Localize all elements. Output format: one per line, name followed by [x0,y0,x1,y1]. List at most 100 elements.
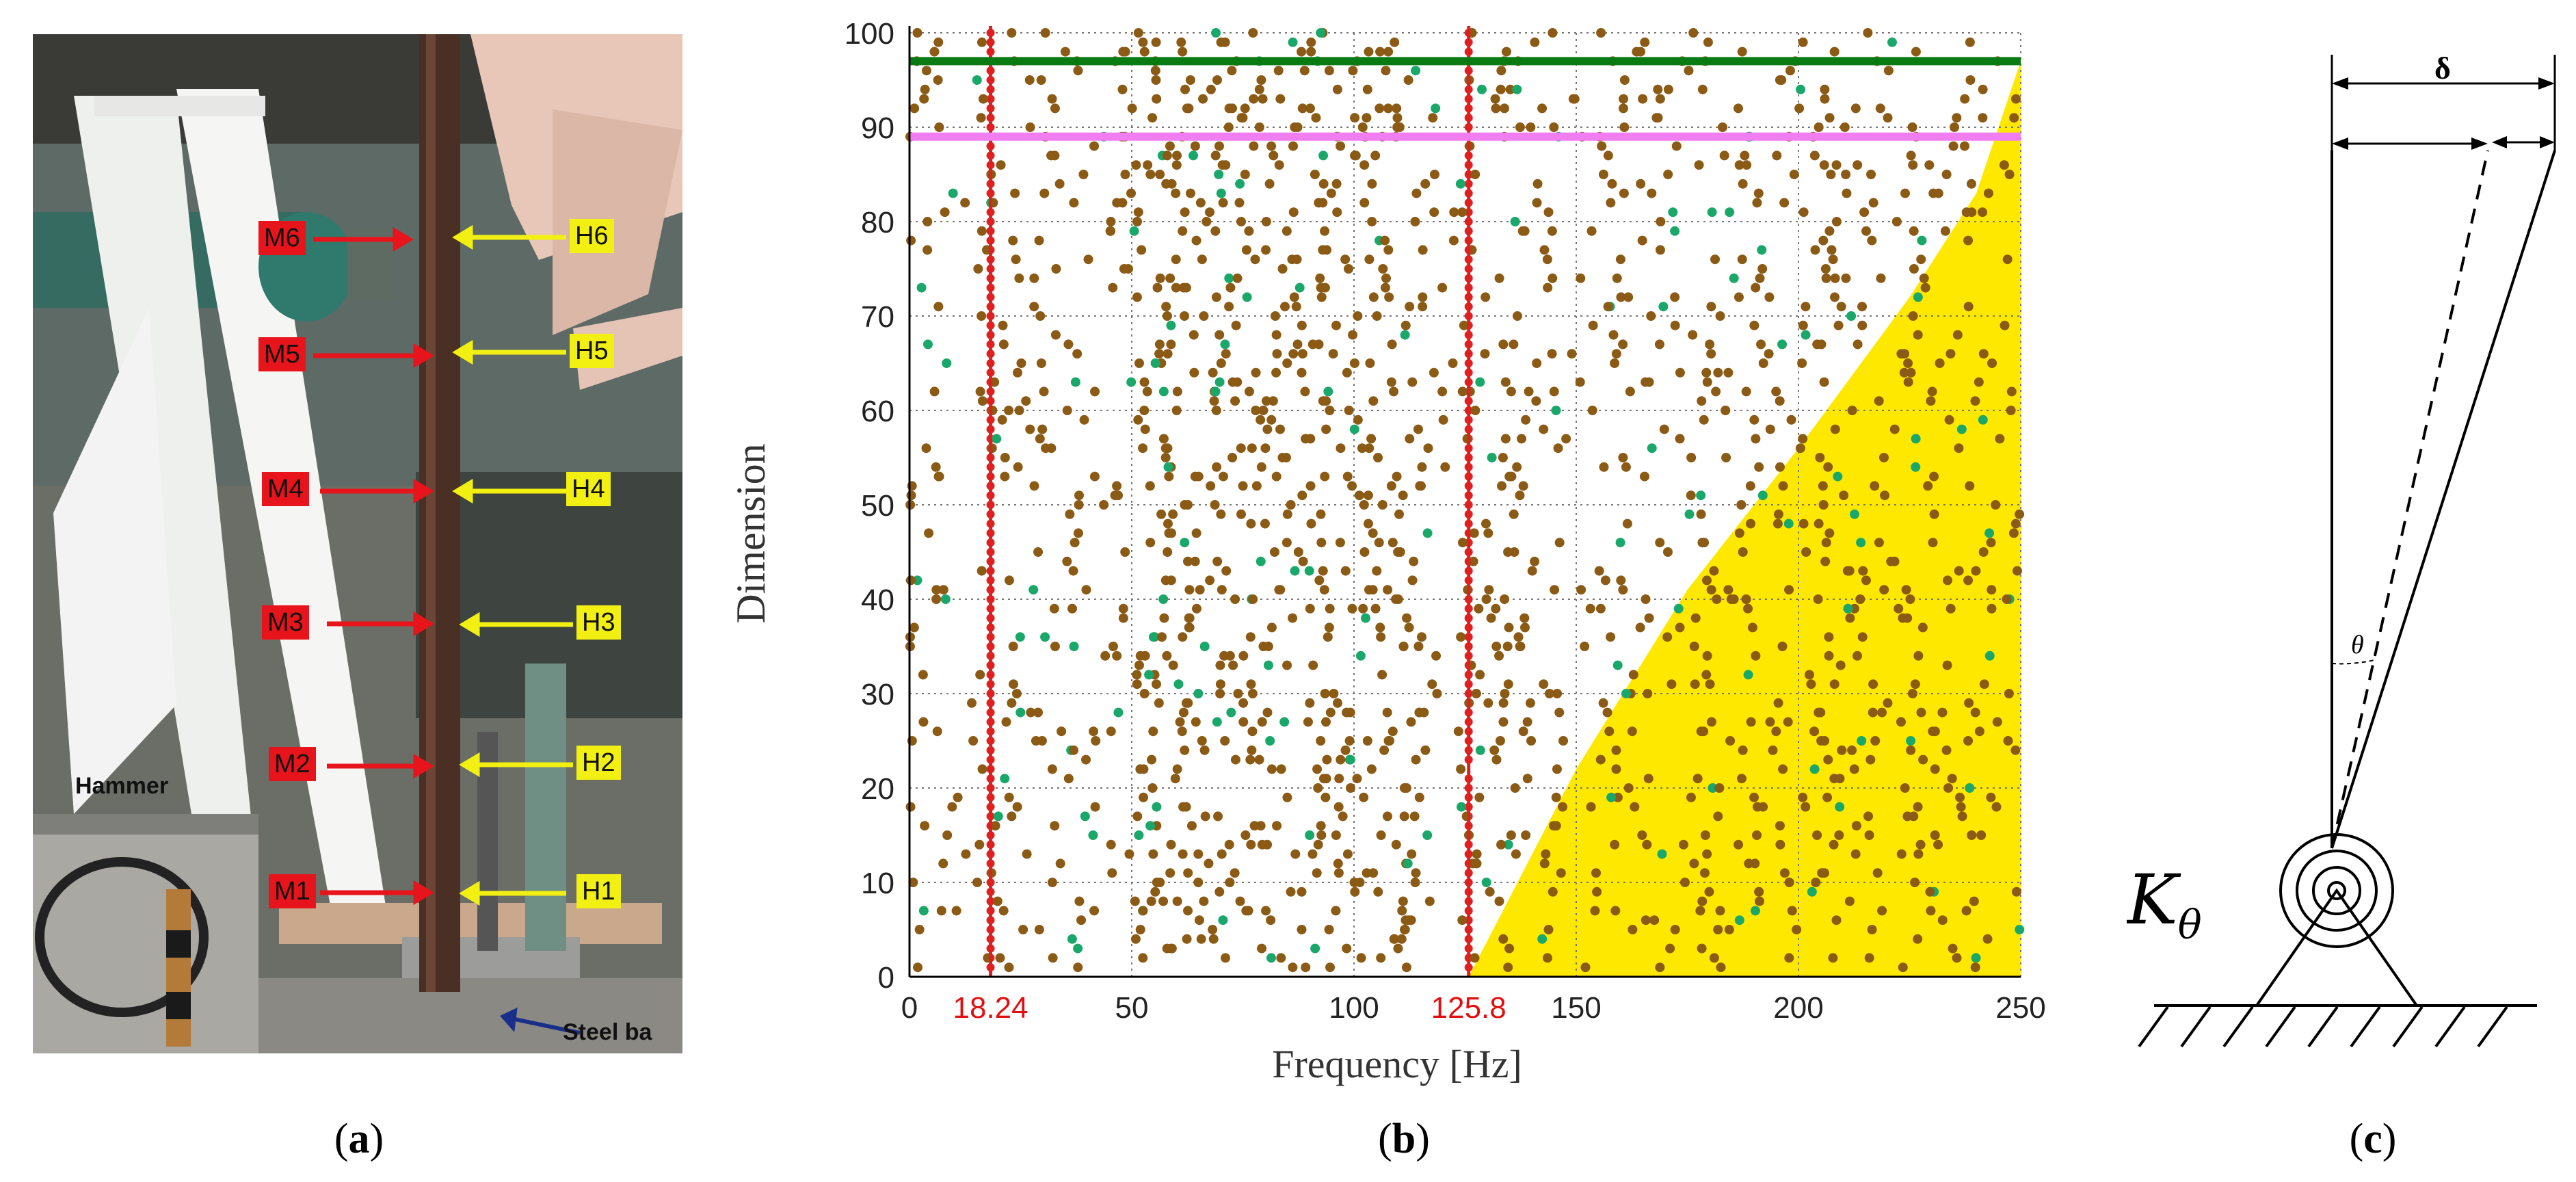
pole-marker [1403,858,1413,869]
pole-marker [1637,235,1647,246]
pole-marker [1906,745,1916,755]
pole-marker [1965,783,1975,793]
pole-marker [1824,226,1835,236]
pole-marker [1991,802,2002,812]
pole-marker [1118,613,1128,623]
highlight-tick-label: 18.24 [953,991,1028,1025]
pole-marker [1867,235,1877,246]
caption-c: (c) [2349,1116,2397,1162]
pole-marker [1362,736,1372,746]
pole-marker [1357,443,1367,454]
y-tick-label: 70 [861,300,894,334]
pole-marker [1655,538,1665,548]
pole-marker [1029,273,1039,283]
pole-marker [1091,736,1101,746]
pole-marker [1967,830,1977,840]
pole-marker [1139,406,1150,415]
pole-marker [912,575,922,586]
pole-marker [1801,302,1811,312]
pole-marker [1820,736,1830,746]
pole-marker [1387,538,1398,548]
pole-marker [1138,953,1148,963]
pole-marker [1235,179,1245,189]
pole-marker [1316,292,1327,302]
pole-marker [1398,490,1408,501]
pole-marker [1469,528,1479,538]
pole-marker [1417,462,1427,472]
pole-marker [1861,226,1872,236]
pole-marker [1468,556,1478,566]
pole-marker [1236,113,1247,123]
pole-marker [1206,84,1216,94]
pole-marker [1254,122,1264,132]
pole-marker [1745,481,1755,491]
pole-marker [1978,349,1989,359]
pole-marker [1362,84,1372,94]
pole-marker [1016,358,1026,368]
pole-marker [1729,273,1739,283]
pole-marker [1899,367,1909,378]
pole-marker [1827,245,1837,255]
pole-marker [1713,925,1723,934]
pole-marker [1165,141,1175,151]
pole-marker [1699,538,1710,548]
pole-marker [1947,774,1957,784]
pole-marker [1834,830,1844,840]
pole-marker [1067,603,1077,614]
pole-marker [1297,886,1307,897]
pole-marker [1575,377,1585,387]
pole-marker [1498,698,1509,708]
h6-tag: H6 [570,219,614,253]
pole-marker [1034,235,1044,246]
pole-marker [1241,245,1251,255]
pole-marker [933,37,944,47]
pole-marker [998,339,1009,350]
pole-marker [1158,386,1169,397]
pole-marker [1054,179,1065,189]
pole-marker [1965,481,1975,491]
pole-marker [1147,754,1157,765]
pole-marker [913,962,923,973]
pole-marker [1130,896,1140,906]
pole-marker [1775,839,1785,850]
pole-marker [1877,906,1887,916]
pole-marker [1716,962,1726,973]
pole-marker [1542,953,1552,963]
pole-marker [1366,434,1377,444]
pole-marker [1067,934,1077,944]
pole-marker [1015,632,1025,642]
pole-marker [1930,726,1940,737]
pole-marker [1212,75,1223,85]
pole-marker [1830,273,1840,283]
pole-marker [1132,679,1142,690]
pole-marker [1282,509,1292,519]
pole-marker [1929,509,1939,519]
pole-marker [1937,915,1948,925]
pole-marker [1697,943,1707,954]
pole-marker [1290,566,1300,576]
pole-marker [1349,878,1359,887]
pole-marker [1684,66,1694,76]
pole-marker [1154,698,1164,708]
pole-marker [992,434,1002,444]
pole-marker [1040,632,1050,642]
pole-marker [1835,660,1846,670]
pole-marker [1345,754,1355,765]
pole-marker [1639,471,1649,482]
pole-marker [1497,481,1507,491]
pole-marker [1719,150,1729,161]
pole-marker [1821,538,1831,548]
pole-marker [1316,736,1326,746]
pole-marker [1723,585,1734,595]
pole-marker [1872,868,1883,878]
pole-marker [1090,386,1100,397]
pole-marker [1749,415,1760,425]
pole-marker [1675,367,1685,378]
pole-marker [1954,566,1964,576]
pole-marker [1743,603,1753,614]
pole-marker [1640,37,1650,47]
pole-marker [1078,170,1089,179]
pole-marker [1503,839,1513,850]
pole-marker [1400,330,1410,340]
pole-marker [1010,188,1020,198]
